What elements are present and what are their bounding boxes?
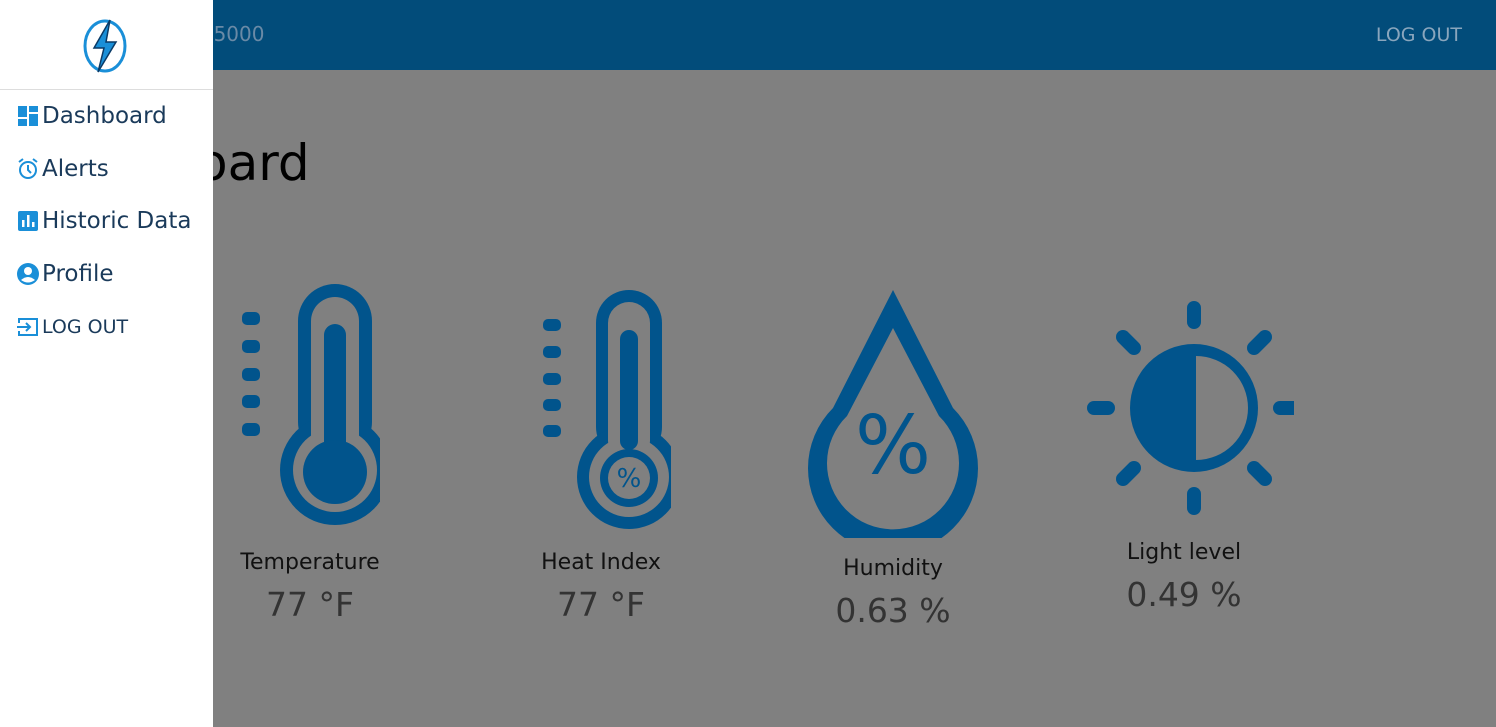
logout-icon: [17, 318, 38, 336]
divider: [0, 89, 213, 90]
nav-item[interactable]: Profile: [16, 259, 114, 289]
card-label: Light level: [1126, 540, 1242, 565]
nav-item[interactable]: Alerts: [16, 154, 109, 184]
app-bar: r 5000 LOG OUT: [0, 0, 1496, 70]
nav-label: Dashboard: [42, 103, 167, 129]
svg-text:%: %: [617, 464, 642, 494]
card-value: 0.63 %: [835, 591, 951, 630]
card-label: Heat Index: [541, 550, 661, 575]
light-level-card: Light level 0.49 %: [1064, 298, 1304, 614]
alarm-icon: [18, 158, 38, 179]
svg-text:%: %: [855, 399, 931, 492]
chart-icon: [18, 211, 38, 231]
nav-label: Historic Data: [42, 208, 192, 234]
logout-button[interactable]: LOG OUT: [1375, 24, 1462, 46]
page-heading: oard: [197, 134, 310, 192]
nav-drawer: Dashboard Alerts Historic Data Profile L…: [0, 0, 213, 727]
card-label: Humidity: [843, 556, 943, 581]
humidity-icon: %: [808, 290, 978, 538]
nav-item[interactable]: LOG OUT: [16, 312, 128, 342]
thermometer-icon: [242, 284, 380, 525]
nav-item[interactable]: Dashboard: [16, 101, 167, 131]
nav-label: Profile: [42, 261, 114, 287]
card-value: 77 °F: [266, 585, 354, 624]
light-icon: [1087, 301, 1294, 515]
heat-index-icon: %: [543, 290, 671, 529]
humidity-card: % Humidity 0.63 %: [773, 288, 1013, 630]
dashboard-icon: [18, 106, 38, 126]
profile-icon: [17, 263, 39, 285]
nav-label: Alerts: [42, 156, 109, 182]
card-label: Temperature: [240, 550, 380, 575]
heat-index-card: % Heat Index 77 °F: [481, 282, 721, 624]
nav-label: LOG OUT: [42, 316, 129, 338]
logo: [83, 19, 127, 73]
card-value: 77 °F: [557, 585, 645, 624]
nav-item[interactable]: Historic Data: [16, 206, 191, 236]
card-value: 0.49 %: [1126, 575, 1242, 614]
temperature-card: Temperature 77 °F: [190, 282, 430, 624]
